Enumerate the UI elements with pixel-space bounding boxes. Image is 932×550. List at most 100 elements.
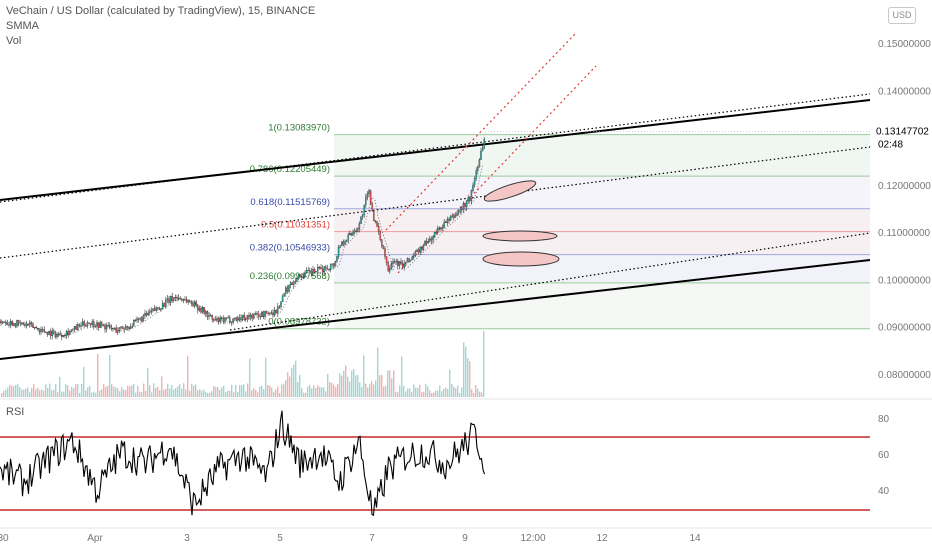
candle-body xyxy=(161,303,164,309)
candle-body xyxy=(219,317,221,322)
candle-body xyxy=(278,306,281,308)
candle-body xyxy=(264,310,266,317)
volume-bar xyxy=(11,385,13,397)
volume-bar xyxy=(279,392,281,397)
candle-body xyxy=(291,282,293,286)
candle-body xyxy=(120,326,122,328)
volume-bar xyxy=(295,360,297,397)
price-candles xyxy=(0,137,485,341)
candle-body xyxy=(299,274,301,277)
candle-body xyxy=(256,313,258,315)
fib-band xyxy=(334,254,870,283)
candle-body xyxy=(376,221,378,227)
volume-bar xyxy=(51,390,53,397)
volume-bar xyxy=(445,387,447,397)
candle-body xyxy=(368,190,370,194)
volume-bar xyxy=(247,383,249,397)
candle-body xyxy=(382,245,385,249)
candle-body xyxy=(49,331,52,337)
candle-body xyxy=(353,230,356,233)
volume-bar xyxy=(75,384,77,397)
candle-body xyxy=(94,326,97,328)
candle-body xyxy=(283,293,285,297)
candle-body xyxy=(445,221,447,223)
volume-bar xyxy=(217,387,219,397)
price-tick-label: 0.08000000 xyxy=(878,370,931,381)
time-tick-label: Apr xyxy=(87,533,103,544)
volume-bar xyxy=(447,388,449,397)
volume-bar xyxy=(23,389,25,397)
candle-body xyxy=(80,325,82,327)
volume-bar xyxy=(119,391,121,397)
candle-body xyxy=(225,317,228,319)
candle-body xyxy=(481,148,484,152)
candle-body xyxy=(286,287,289,292)
candle-body xyxy=(393,261,396,263)
volume-bar xyxy=(347,376,349,397)
candle-body xyxy=(30,322,33,325)
volume-bar xyxy=(377,347,379,397)
candle-body xyxy=(251,314,253,319)
target-ellipse xyxy=(483,180,537,202)
candle-body xyxy=(451,215,453,217)
volume-bar xyxy=(159,390,161,397)
volume-bar xyxy=(49,383,51,397)
candle-body xyxy=(427,241,429,243)
candle-body xyxy=(425,241,428,243)
candle-body xyxy=(101,322,103,326)
candle-body xyxy=(22,322,25,325)
volume-bar xyxy=(273,391,275,397)
volume-bar xyxy=(121,387,123,397)
volume-bar xyxy=(333,384,335,397)
volume-bar xyxy=(429,390,431,397)
volume-bar xyxy=(275,389,277,397)
volume-bar xyxy=(125,390,127,397)
volume-bar xyxy=(421,392,423,397)
candle-body xyxy=(313,269,316,273)
candle-body xyxy=(280,301,282,307)
candle-body xyxy=(233,317,236,319)
volume-bar xyxy=(365,383,367,397)
candle-body xyxy=(363,204,365,215)
candle-body xyxy=(241,315,244,318)
volume-bar xyxy=(249,358,251,397)
volume-bar xyxy=(305,392,307,397)
volume-bar xyxy=(143,383,145,397)
volume-bar xyxy=(335,387,337,397)
candle-body xyxy=(13,323,15,326)
volume-bar xyxy=(89,385,91,397)
lower-channel-line xyxy=(0,259,871,360)
volume-bar xyxy=(83,366,85,397)
volume-bar xyxy=(397,392,399,397)
candle-body xyxy=(109,324,111,327)
candle-body xyxy=(387,262,389,272)
volume-bar xyxy=(43,390,45,397)
candle-body xyxy=(355,230,357,232)
candle-body xyxy=(413,255,415,257)
candle-body xyxy=(70,329,73,332)
volume-bar xyxy=(209,392,211,397)
candle-body xyxy=(113,327,116,329)
volume-bar xyxy=(381,375,383,397)
candle-body xyxy=(411,256,413,261)
currency-button[interactable]: USD xyxy=(888,7,916,24)
candle-body xyxy=(467,197,469,202)
volume-bar xyxy=(257,392,259,397)
volume-bar xyxy=(309,384,311,397)
candle-body xyxy=(344,241,346,245)
candle-body xyxy=(470,190,473,202)
smma-indicator-label[interactable]: SMMA xyxy=(6,20,39,32)
candle-body xyxy=(392,261,394,264)
candle-body xyxy=(296,278,298,282)
volume-bar xyxy=(359,382,361,397)
fib-level-label: 0.382(0.10546933) xyxy=(250,243,330,254)
volume-bar xyxy=(151,392,153,397)
volume-indicator-label[interactable]: Vol xyxy=(6,35,22,47)
volume-bar xyxy=(179,384,181,397)
candle-body xyxy=(401,263,404,268)
volume-bar xyxy=(137,385,139,397)
candle-body xyxy=(209,315,212,317)
candle-body xyxy=(232,318,234,323)
